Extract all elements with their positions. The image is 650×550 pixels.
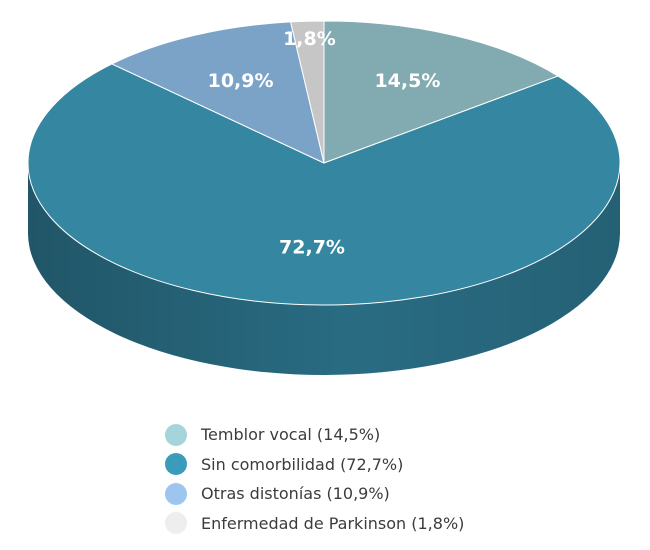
legend-label-sin-comorbilidad: Sin comorbilidad (72,7%) (201, 454, 404, 474)
legend-item-otras-distonias: Otras distonías (10,9%) (165, 479, 464, 509)
legend-swatch-temblor-vocal (165, 423, 187, 446)
pie-chart: 14,5% 72,7% 10,9% 1,8% (27, 20, 621, 375)
pie-slice-label-2: 10,9% (208, 70, 274, 92)
pie-slice-1 (27, 63, 621, 306)
pie-slice-0 (323, 20, 559, 164)
pie-slice-label-0: 14,5% (374, 70, 440, 92)
legend-swatch-sin-comorbilidad (165, 453, 187, 476)
legend-label-otras-distonias: Otras distonías (10,9%) (201, 484, 390, 504)
pie-labels: 14,5% 72,7% 10,9% 1,8% (208, 28, 441, 258)
legend-swatch-otras-distonias (165, 482, 187, 505)
legend-item-sin-comorbilidad: Sin comorbilidad (72,7%) (165, 450, 464, 480)
pie-side-shade-1 (28, 163, 620, 375)
pie-slice-2 (111, 21, 325, 164)
legend-item-temblor-vocal: Temblor vocal (14,5%) (165, 420, 464, 450)
legend: Temblor vocal (14,5%) Sin comorbilidad (… (165, 420, 464, 538)
pie-slice-label-3: 1,8% (283, 28, 336, 50)
legend-swatch-enfermedad-parkinson (165, 512, 187, 535)
legend-label-enfermedad-parkinson: Enfermedad de Parkinson (1,8%) (201, 513, 465, 533)
legend-label-temblor-vocal: Temblor vocal (14,5%) (201, 425, 381, 445)
pie-slice-label-1: 72,7% (279, 237, 345, 259)
pie-top (27, 20, 621, 306)
legend-item-enfermedad-parkinson: Enfermedad de Parkinson (1,8%) (165, 509, 464, 539)
pie-slice-3 (290, 20, 325, 164)
pie-sides (28, 163, 620, 375)
